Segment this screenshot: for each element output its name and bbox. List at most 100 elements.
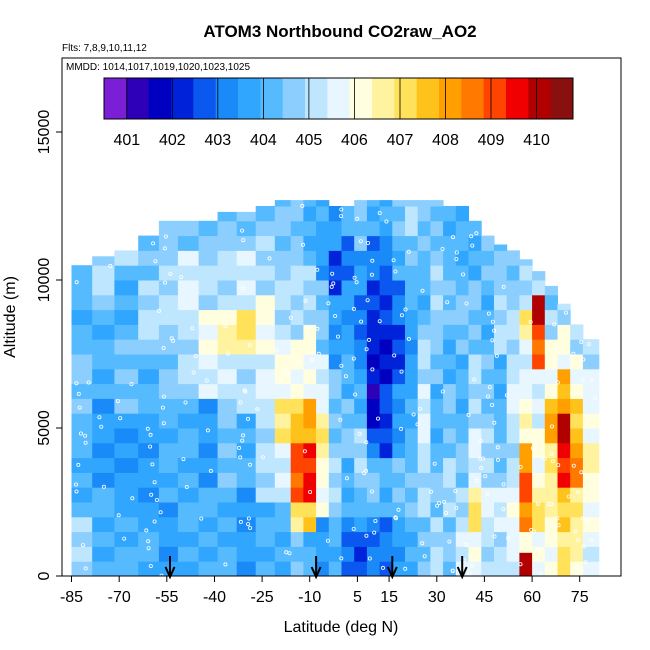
sample-point [579, 568, 584, 573]
heat-cell [379, 235, 393, 251]
sample-point [76, 462, 81, 467]
sample-point [393, 269, 398, 274]
colorbar-segment [171, 78, 194, 119]
heat-cell [236, 457, 257, 473]
heat-cell [468, 546, 482, 562]
sample-point [453, 488, 458, 493]
heat-cell [366, 413, 381, 429]
sample-point [403, 566, 408, 571]
sample-point [495, 457, 500, 462]
heat-cell [443, 250, 457, 266]
heat-cell [366, 265, 381, 281]
heat-cell [114, 516, 139, 533]
heat-cell [544, 487, 558, 503]
heat-cell [303, 235, 317, 251]
heat-cell [455, 368, 469, 385]
heat-cell [274, 206, 292, 222]
heat-cell [506, 324, 520, 340]
heat-cell [328, 368, 342, 385]
heat-cell [316, 235, 330, 251]
heat-cell [274, 546, 292, 562]
heat-cell [582, 561, 600, 576]
heat-cell [481, 561, 495, 576]
sample-point [370, 367, 375, 372]
heat-cell [158, 516, 179, 533]
sample-point [504, 393, 509, 398]
heat-cell [290, 428, 304, 444]
heat-cell [417, 472, 431, 488]
heat-cell [417, 487, 431, 503]
heat-cell [71, 398, 93, 414]
heat-cell [290, 546, 304, 562]
heat-cell [341, 398, 355, 414]
heat-cell [544, 309, 558, 325]
heat-cell [290, 294, 304, 311]
heat-cell [430, 502, 444, 518]
sample-point [447, 539, 452, 544]
heat-cell [328, 457, 342, 473]
heat-cell [405, 294, 419, 311]
heat-cell [354, 324, 368, 340]
heat-cell [92, 502, 115, 518]
heat-cell [158, 442, 179, 459]
sample-point [168, 271, 173, 276]
sample-point [573, 529, 578, 534]
sample-point [284, 369, 289, 374]
heat-cell [158, 309, 179, 325]
heat-cell [430, 472, 444, 488]
heat-cell [506, 250, 520, 266]
heat-cell [316, 398, 330, 414]
heat-cell [481, 280, 495, 296]
heat-cell [519, 259, 533, 266]
heat-cell [468, 324, 482, 340]
heat-cell [255, 280, 276, 296]
heat-cell [392, 442, 406, 459]
sample-point [406, 336, 411, 341]
sample-point [315, 326, 320, 331]
sample-point [86, 380, 91, 385]
sample-point [369, 272, 374, 277]
colorbar-segment [305, 78, 328, 119]
heat-cell [158, 546, 179, 562]
x-tick-label: -25 [251, 589, 274, 606]
heat-cell [519, 487, 533, 503]
sample-point [440, 246, 445, 251]
heat-cell [328, 398, 342, 414]
heat-cell [544, 457, 558, 473]
heat-cell [405, 428, 419, 444]
sample-point [331, 281, 336, 286]
heat-cell [138, 502, 160, 518]
heat-cell [519, 428, 533, 444]
heat-cell [236, 211, 257, 222]
heat-cell [430, 457, 444, 473]
heat-cell [316, 546, 330, 562]
heat-cell [379, 531, 393, 547]
heat-cell [430, 561, 444, 576]
heat-cell [519, 457, 533, 473]
heat-cell [177, 265, 199, 281]
colorbar-label: 403 [204, 132, 231, 149]
heat-cell [455, 250, 469, 266]
heat-cell [138, 368, 160, 385]
heat-cell [290, 398, 304, 414]
heat-cell [138, 398, 160, 414]
colorbar [103, 77, 574, 120]
heat-cell [366, 383, 381, 399]
heat-cell [354, 428, 368, 444]
heat-cell [177, 339, 199, 355]
sample-point [552, 322, 557, 327]
sample-point [74, 381, 79, 386]
heat-cell [379, 502, 393, 518]
x-axis-label: Latitude (deg N) [284, 619, 399, 636]
heat-cell [177, 220, 199, 237]
heat-cell [405, 200, 419, 207]
heat-cell [481, 413, 495, 429]
heat-cell [494, 472, 508, 488]
heat-cell [92, 516, 115, 533]
heat-cell [417, 383, 431, 399]
heat-cell [158, 502, 179, 518]
sample-point [130, 496, 135, 501]
sample-point [550, 424, 555, 429]
heat-cell [236, 472, 257, 488]
sample-point [580, 516, 585, 521]
